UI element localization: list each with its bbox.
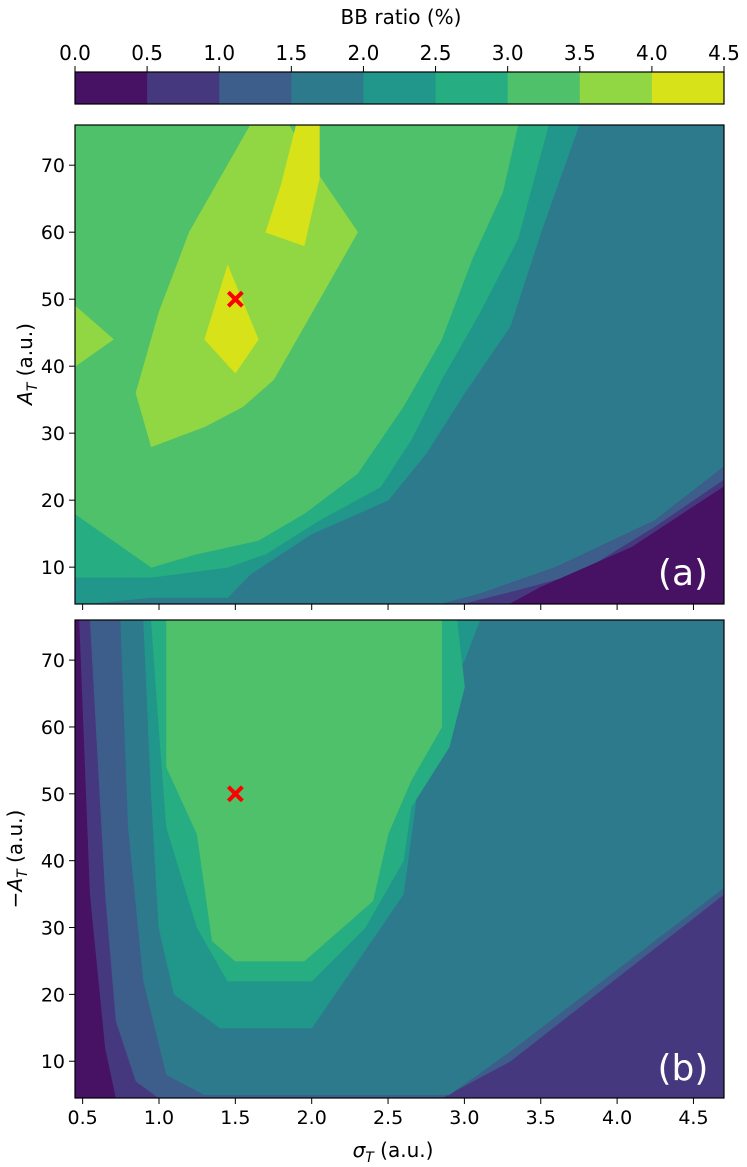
colorbar-tick-label: 0.0 [59, 41, 91, 65]
x-tick-label: 1.0 [144, 1107, 174, 1129]
y-tick-label: 60 [41, 717, 65, 739]
x-tick-label: 3.0 [449, 1107, 479, 1129]
marker-x [226, 290, 244, 308]
marker-b [226, 785, 244, 803]
panel-b-frame [74, 619, 725, 1099]
y-tick-label: 10 [41, 1051, 65, 1073]
colorbar-cell-3 [291, 72, 364, 104]
x-tick-label: 4.5 [678, 1107, 708, 1129]
contour-regions-a [75, 125, 724, 604]
colorbar-tick-label: 0.5 [131, 41, 163, 65]
panel-a-y-ticks: 10 20 30 40 50 60 70 [41, 155, 75, 579]
colorbar-tick-label: 1.5 [275, 41, 307, 65]
y-tick-label: 60 [41, 222, 65, 244]
x-tick-label: 1.5 [220, 1107, 250, 1129]
colorbar-tick-label: 1.0 [203, 41, 235, 65]
colorbar-cell-2 [219, 72, 292, 104]
colorbar-tick-label: 4.5 [708, 41, 740, 65]
y-tick-label: 50 [41, 784, 65, 806]
svg-text:σT (a.u.): σT (a.u.) [353, 1138, 434, 1166]
x-tick-label: 0.5 [68, 1107, 98, 1129]
y-tick-label: 40 [41, 851, 65, 873]
contour-region-0.0-0.5 [510, 486, 724, 604]
contour-region-3.0-3.5 [166, 620, 442, 962]
panel-a-y-label: AT (a.u.) [13, 323, 41, 407]
colorbar-cell-1 [147, 72, 220, 104]
y-tick-label: 70 [41, 155, 65, 177]
x-tick-label: 3.5 [526, 1107, 556, 1129]
colorbar-ticks: 0.0 0.5 1.0 1.5 2.0 2.5 3.0 3.5 4.0 4.5 [59, 41, 740, 72]
panel-a-label: (a) [658, 553, 708, 594]
contour-regions-b [75, 620, 724, 1098]
colorbar-tick-label: 4.0 [636, 41, 668, 65]
colorbar-cells [75, 72, 725, 104]
svg-text:AT (a.u.): AT (a.u.) [13, 323, 41, 407]
svg-text:−AT (a.u.): −AT (a.u.) [3, 810, 31, 909]
colorbar-cell-6 [507, 72, 581, 104]
colorbar-label: BB ratio (%) [341, 5, 462, 29]
x-tick-label: 4.0 [602, 1107, 632, 1129]
y-tick-label: 40 [41, 356, 65, 378]
panel-b-y-ticks: 10 20 30 40 50 60 70 [41, 650, 75, 1073]
y-tick-label: 70 [41, 650, 65, 672]
y-tick-label: 20 [41, 490, 65, 512]
colorbar-tick-label: 3.0 [492, 41, 524, 65]
colorbar-cell-7 [579, 72, 653, 104]
colorbar-cell-8 [651, 72, 725, 104]
y-tick-label: 30 [41, 423, 65, 445]
contour-region-4.0-4.5 [204, 264, 259, 374]
y-tick-label: 30 [41, 918, 65, 940]
colorbar-frame [74, 71, 725, 105]
colorbar-cell-0 [75, 72, 148, 104]
colorbar-tick-label: 3.5 [564, 41, 596, 65]
colorbar-cell-5 [435, 72, 509, 104]
panel-b-label: (b) [658, 1048, 709, 1089]
contour-region-4.0-4.5 [265, 125, 320, 247]
panel-b: 10 20 30 40 50 60 70 0.5 1.0 1.5 2.0 2.5 3.0 3.5 4.0 4… [3, 619, 725, 1166]
panel-a-frame [74, 124, 725, 605]
panel-b-y-label: −AT (a.u.) [3, 810, 31, 909]
contour-region-3.5-4.0 [75, 305, 114, 367]
x-tick-label: 2.5 [373, 1107, 403, 1129]
x-tick-label: 2.0 [297, 1107, 327, 1129]
contour-region-3.0-3.5 [75, 125, 152, 173]
y-tick-label: 50 [41, 289, 65, 311]
marker-x [226, 785, 244, 803]
y-tick-label: 10 [41, 557, 65, 579]
colorbar-tick-label: 2.0 [348, 41, 380, 65]
colorbar: BB ratio (%) 0.0 0.5 1.0 1.5 2.0 2.5 3.0 3.5 4.0… [59, 5, 740, 105]
marker-a [226, 290, 244, 308]
y-tick-label: 20 [41, 984, 65, 1006]
panel-b-x-ticks: 0.5 1.0 1.5 2.0 2.5 3.0 3.5 4.0 4.5 [68, 1098, 709, 1129]
panel-b-x-label: σT (a.u.) [353, 1138, 434, 1166]
panel-a: 10 20 30 40 50 60 70 (a) AT (a.u.) [13, 124, 725, 610]
panel-a-x-ticks [82, 604, 694, 610]
colorbar-cell-4 [363, 72, 437, 104]
colorbar-tick-label: 2.5 [420, 41, 452, 65]
